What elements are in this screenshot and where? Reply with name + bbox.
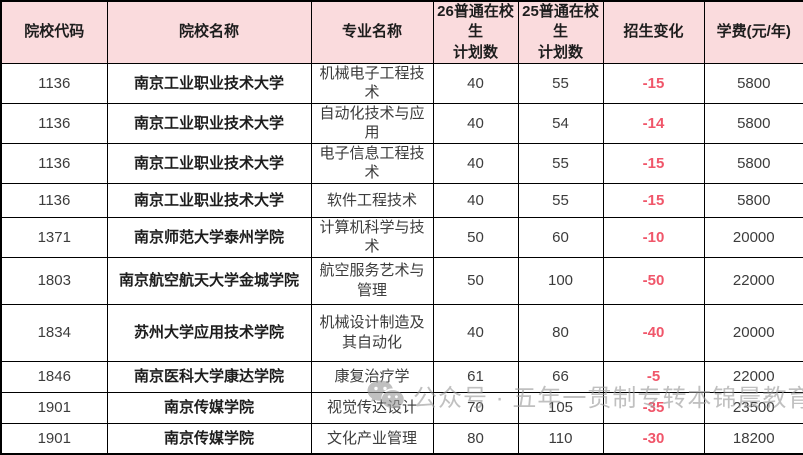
header-college-name: 院校名称: [106, 0, 312, 64]
table-row: 1834 苏州大学应用技术学院 机械设计制造及其自动化 40 80 -40 20000: [0, 303, 803, 362]
cell-change: -5: [602, 360, 705, 393]
cell-change: -15: [602, 62, 705, 104]
cell-change: -15: [602, 182, 705, 218]
header-college-code: 院校代码: [0, 0, 108, 64]
cell-change: -14: [602, 102, 705, 144]
table-row: 1136 南京工业职业技术大学 自动化技术与应用 40 54 -14 5800: [0, 102, 803, 144]
cell-code: 1846: [0, 360, 108, 393]
header-plan-26: 26普通在校生 计划数: [432, 0, 519, 64]
cell-code: 1834: [0, 303, 108, 362]
cell-plan26: 40: [432, 182, 519, 218]
table-row: 1136 南京工业职业技术大学 软件工程技术 40 55 -15 5800: [0, 182, 803, 218]
cell-college: 苏州大学应用技术学院: [106, 303, 312, 362]
cell-plan25: 100: [517, 256, 604, 305]
cell-plan26: 40: [432, 102, 519, 144]
cell-code: 1901: [0, 391, 108, 424]
cell-college: 南京工业职业技术大学: [106, 102, 312, 144]
table-row: 1136 南京工业职业技术大学 电子信息工程技术 40 55 -15 5800: [0, 142, 803, 184]
cell-fee: 22000: [703, 360, 803, 393]
cell-plan25: 60: [517, 216, 604, 258]
cell-major: 康复治疗学: [310, 360, 434, 393]
cell-fee: 5800: [703, 182, 803, 218]
cell-plan25: 55: [517, 182, 604, 218]
table-body: 1136 南京工业职业技术大学 机械电子工程技术 40 55 -15 5800 1136 南京工…: [0, 62, 803, 455]
cell-major: 视觉传达设计: [310, 391, 434, 424]
cell-change: -40: [602, 303, 705, 362]
cell-plan26: 50: [432, 216, 519, 258]
table-row: 1136 南京工业职业技术大学 机械电子工程技术 40 55 -15 5800: [0, 62, 803, 104]
cell-college: 南京工业职业技术大学: [106, 182, 312, 218]
cell-code: 1803: [0, 256, 108, 305]
cell-major: 软件工程技术: [310, 182, 434, 218]
cell-change: -10: [602, 216, 705, 258]
cell-fee: 22000: [703, 256, 803, 305]
cell-fee: 5800: [703, 62, 803, 104]
cell-change: -15: [602, 142, 705, 184]
cell-plan25: 54: [517, 102, 604, 144]
cell-college: 南京传媒学院: [106, 391, 312, 424]
cell-plan26: 40: [432, 303, 519, 362]
cell-plan26: 40: [432, 62, 519, 104]
cell-code: 1136: [0, 182, 108, 218]
cell-major: 航空服务艺术与管理: [310, 256, 434, 305]
cell-plan26: 50: [432, 256, 519, 305]
cell-plan25: 55: [517, 62, 604, 104]
cell-plan25: 105: [517, 391, 604, 424]
cell-college: 南京航空航天大学金城学院: [106, 256, 312, 305]
cell-plan26: 61: [432, 360, 519, 393]
cell-college: 南京工业职业技术大学: [106, 62, 312, 104]
cell-major: 机械设计制造及其自动化: [310, 303, 434, 362]
cell-plan25: 66: [517, 360, 604, 393]
cell-major: 电子信息工程技术: [310, 142, 434, 184]
cell-plan25: 80: [517, 303, 604, 362]
cell-fee: 23500: [703, 391, 803, 424]
cell-change: -35: [602, 391, 705, 424]
header-tuition: 学费(元/年): [703, 0, 803, 64]
table-row: 1846 南京医科大学康达学院 康复治疗学 61 66 -5 22000: [0, 360, 803, 393]
table-row: 1803 南京航空航天大学金城学院 航空服务艺术与管理 50 100 -50 22000: [0, 256, 803, 305]
cell-code: 1371: [0, 216, 108, 258]
header-major-name: 专业名称: [310, 0, 434, 64]
cell-plan26: 70: [432, 391, 519, 424]
header-plan-25: 25普通在校生 计划数: [517, 0, 604, 64]
cell-college: 南京工业职业技术大学: [106, 142, 312, 184]
cell-major: 机械电子工程技术: [310, 62, 434, 104]
table-row: 1901 南京传媒学院 视觉传达设计 70 105 -35 23500: [0, 391, 803, 424]
cell-fee: 20000: [703, 303, 803, 362]
cell-plan26: 40: [432, 142, 519, 184]
cell-fee: 20000: [703, 216, 803, 258]
cell-code: 1136: [0, 102, 108, 144]
cell-college: 南京医科大学康达学院: [106, 360, 312, 393]
table-row: 1371 南京师范大学泰州学院 计算机科学与技术 50 60 -10 20000: [0, 216, 803, 258]
cell-fee: 5800: [703, 102, 803, 144]
cell-code: 1136: [0, 142, 108, 184]
cell-major: 计算机科学与技术: [310, 216, 434, 258]
cell-code: 1136: [0, 62, 108, 104]
cell-major: 自动化技术与应用: [310, 102, 434, 144]
cell-fee: 5800: [703, 142, 803, 184]
cell-college: 南京师范大学泰州学院: [106, 216, 312, 258]
header-row: 院校代码 院校名称 专业名称 26普通在校生 计划数 25普通在校生 计划数 招…: [0, 0, 803, 64]
cell-change: -50: [602, 256, 705, 305]
cell-plan25: 55: [517, 142, 604, 184]
header-enrollment-change: 招生变化: [602, 0, 705, 64]
